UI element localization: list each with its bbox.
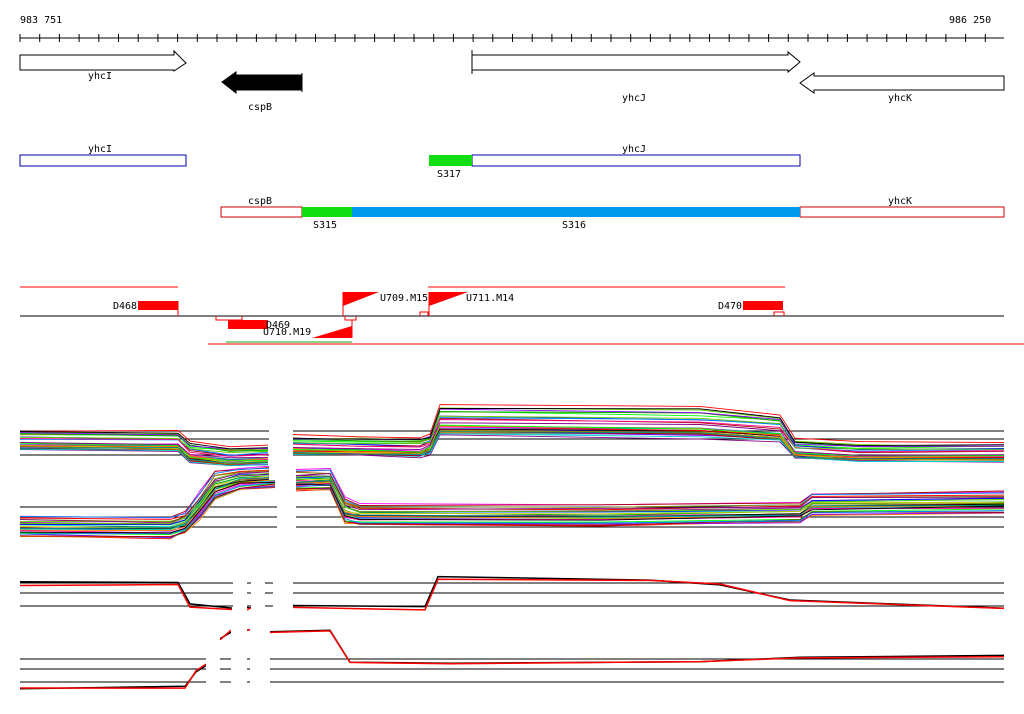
feature-label-yhcI: yhcI	[88, 144, 112, 155]
track-D469[interactable]: D469	[215, 316, 290, 331]
average-panel-plus	[19, 575, 1005, 611]
segment-S316[interactable]: S316	[352, 207, 800, 231]
profile-line	[295, 475, 1005, 513]
profile-line	[295, 483, 1005, 521]
feature-label-cspB: cspB	[248, 196, 272, 207]
signal-track-area: D468 D469 U709.M15 U710.M19 U711.M14	[20, 286, 1024, 345]
gene-label-yhcJ: yhcJ	[622, 93, 646, 104]
gene-arrow-yhcK[interactable]: yhcK	[799, 72, 1005, 104]
plus-feature-yhcI[interactable]: yhcI	[19, 144, 187, 167]
feature-label-yhcK: yhcK	[888, 196, 912, 207]
profile-line	[19, 474, 276, 528]
profile-line	[19, 472, 276, 525]
ruler-ticks	[19, 34, 986, 42]
profile-lines-minus	[19, 465, 1005, 540]
average-lines-minus	[19, 628, 1005, 690]
track-label-U710.M19: U710.M19	[263, 327, 311, 338]
profile-line	[19, 583, 233, 611]
start-coordinate: 983 751	[20, 15, 62, 26]
profile-line	[19, 448, 269, 467]
profile-line	[19, 431, 269, 450]
segment-S315[interactable]: S315	[302, 207, 352, 231]
track-label-D468: D468	[113, 301, 137, 312]
profile-line	[19, 469, 276, 520]
profile-line	[292, 422, 1005, 456]
track-label-U711.M14: U711.M14	[466, 293, 514, 304]
profile-line	[292, 404, 1005, 444]
profile-line	[19, 471, 276, 524]
profile-line	[19, 467, 276, 518]
profile-line	[292, 410, 1005, 449]
profile-line	[292, 578, 1005, 611]
profile-line	[19, 663, 207, 689]
track-D470[interactable]: D470	[718, 301, 785, 316]
coordinate-ruler	[19, 34, 1004, 42]
profile-line	[19, 438, 269, 457]
minus-feature-cspB[interactable]: cspB	[220, 196, 303, 218]
segment-S317[interactable]: S317	[429, 155, 472, 180]
profile-line	[292, 415, 1005, 450]
profile-line	[19, 446, 269, 464]
profile-line	[292, 407, 1005, 447]
average-panel-minus	[19, 628, 1005, 690]
minus-feature-yhcK[interactable]: yhcK	[799, 196, 1005, 218]
gene-arrow-yhcI[interactable]: yhcI	[19, 49, 187, 82]
profile-line	[292, 419, 1005, 453]
profile-line	[295, 471, 1005, 508]
profile-line	[295, 480, 1005, 517]
segment-label-S317: S317	[437, 169, 461, 180]
segment-label-S315: S315	[313, 220, 337, 231]
profile-line	[19, 429, 269, 448]
expression-panel-plus	[19, 404, 1005, 467]
profile-line	[19, 466, 276, 518]
profile-line	[292, 424, 1005, 457]
track-label-D469: D469	[266, 320, 290, 331]
profile-line	[19, 432, 269, 452]
profile-line	[295, 473, 1005, 511]
track-D468[interactable]: D468	[113, 301, 179, 316]
profile-line	[19, 473, 276, 526]
profile-line	[292, 431, 1005, 460]
track-label-D470: D470	[718, 301, 742, 312]
track-U711.M14[interactable]: U711.M14	[419, 292, 514, 316]
profile-line	[19, 443, 269, 462]
profile-line	[19, 436, 269, 454]
profile-line	[19, 441, 269, 459]
gene-arrow-yhcJ[interactable]: yhcJ	[471, 50, 801, 104]
profile-line	[219, 629, 232, 641]
profile-line	[269, 629, 1005, 665]
gene-label-cspB: cspB	[248, 102, 272, 113]
profile-line	[19, 476, 276, 529]
profile-line	[292, 415, 1005, 451]
profile-line	[19, 482, 276, 535]
track-label-U709.M15: U709.M15	[380, 293, 428, 304]
profile-line	[19, 482, 276, 534]
profile-lines-plus	[19, 404, 1005, 467]
profile-line	[292, 411, 1005, 448]
profile-line	[295, 469, 1005, 508]
profile-line	[19, 580, 233, 609]
average-lines-plus	[19, 575, 1005, 611]
profile-line	[19, 465, 276, 519]
profile-line	[19, 483, 276, 538]
gene-arrow-cspB[interactable]: cspB	[221, 71, 303, 113]
profile-line	[292, 430, 1005, 461]
gene-label-yhcK: yhcK	[888, 93, 912, 104]
profile-gaps	[206, 400, 296, 690]
track-U709.M15[interactable]: U709.M15	[342, 292, 428, 321]
plus-feature-yhcJ[interactable]: yhcJ	[471, 144, 801, 167]
profile-line	[19, 481, 276, 535]
profile-line	[292, 575, 1005, 609]
profile-line	[295, 481, 1005, 519]
end-coordinate: 986 250	[949, 15, 991, 26]
track-U710.M19[interactable]: U710.M19	[263, 320, 353, 338]
expression-panel-minus	[19, 465, 1005, 540]
profile-line	[269, 630, 1005, 665]
gene-label-yhcI: yhcI	[88, 71, 112, 82]
profile-line	[295, 487, 1005, 526]
feature-label-yhcJ: yhcJ	[622, 144, 646, 155]
segment-label-S316: S316	[562, 220, 586, 231]
